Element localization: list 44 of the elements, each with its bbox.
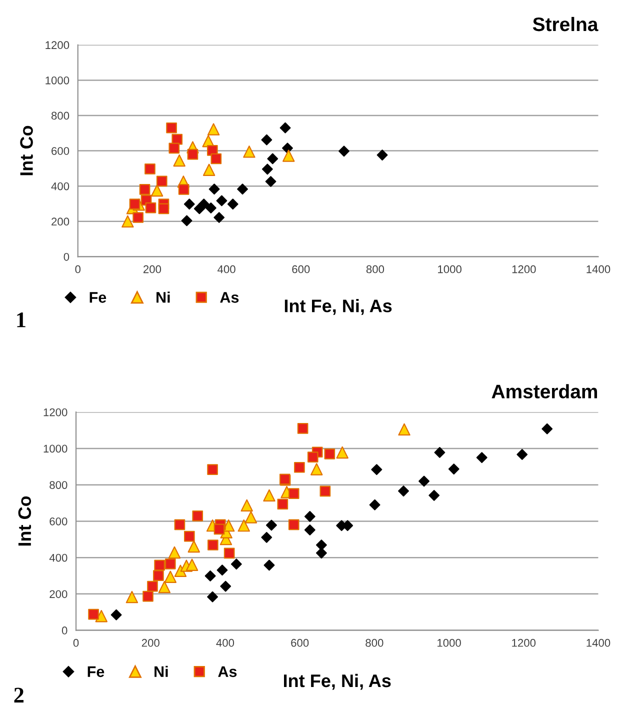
chart-title: Amsterdam xyxy=(492,384,598,398)
x-tick-label: 800 xyxy=(366,638,384,647)
x-tick-label: 0 xyxy=(75,265,81,274)
y-axis-title: Int Co xyxy=(20,126,33,176)
y-tick-label: 400 xyxy=(49,554,68,562)
y-tick-label: 1200 xyxy=(44,408,68,416)
x-tick-label: 1200 xyxy=(512,265,536,274)
legend-label: As xyxy=(218,666,237,678)
legend-label: Ni xyxy=(154,666,168,677)
chart-title: Strelna xyxy=(532,16,598,32)
x-tick-label: 600 xyxy=(291,638,309,647)
y-tick-label: 0 xyxy=(62,626,68,634)
x-tick-label: 1200 xyxy=(512,638,536,647)
legend-label: As xyxy=(220,292,239,303)
y-axis-title: Int Co xyxy=(18,496,32,546)
x-tick-label: 400 xyxy=(216,638,234,647)
text: 1 xyxy=(17,312,26,328)
x-tick-label: 600 xyxy=(292,265,310,274)
x-tick-label: 200 xyxy=(143,265,162,274)
text: 2 xyxy=(14,688,24,702)
x-tick-label: 800 xyxy=(366,265,384,274)
y-tick-label: 200 xyxy=(50,590,68,598)
y-tick-label: 200 xyxy=(52,218,70,226)
y-tick-label: 800 xyxy=(51,112,70,120)
legend-label: Fe xyxy=(90,292,106,303)
y-tick-label: 600 xyxy=(50,517,68,526)
x-axis-title: Int Fe, Ni, As xyxy=(284,299,392,315)
x-tick-label: 0 xyxy=(73,638,79,647)
x-tick-label: 200 xyxy=(142,638,160,647)
y-tick-label: 600 xyxy=(52,147,70,155)
legend-label: Fe xyxy=(88,666,104,678)
x-tick-label: 1400 xyxy=(586,265,610,274)
y-tick-label: 800 xyxy=(50,481,68,489)
x-axis-title: Int Fe, Ni, As xyxy=(284,674,391,690)
y-tick-label: 1000 xyxy=(44,444,68,453)
legend-label: Ni xyxy=(156,292,170,303)
y-tick-label: 400 xyxy=(51,182,70,190)
y-tick-label: 1000 xyxy=(46,76,70,84)
x-tick-label: 1000 xyxy=(438,638,461,647)
x-tick-label: 1000 xyxy=(438,265,462,274)
x-tick-label: 400 xyxy=(218,265,236,274)
y-tick-label: 1200 xyxy=(46,41,70,50)
y-tick-label: 0 xyxy=(64,252,70,261)
x-tick-label: 1400 xyxy=(586,638,610,647)
